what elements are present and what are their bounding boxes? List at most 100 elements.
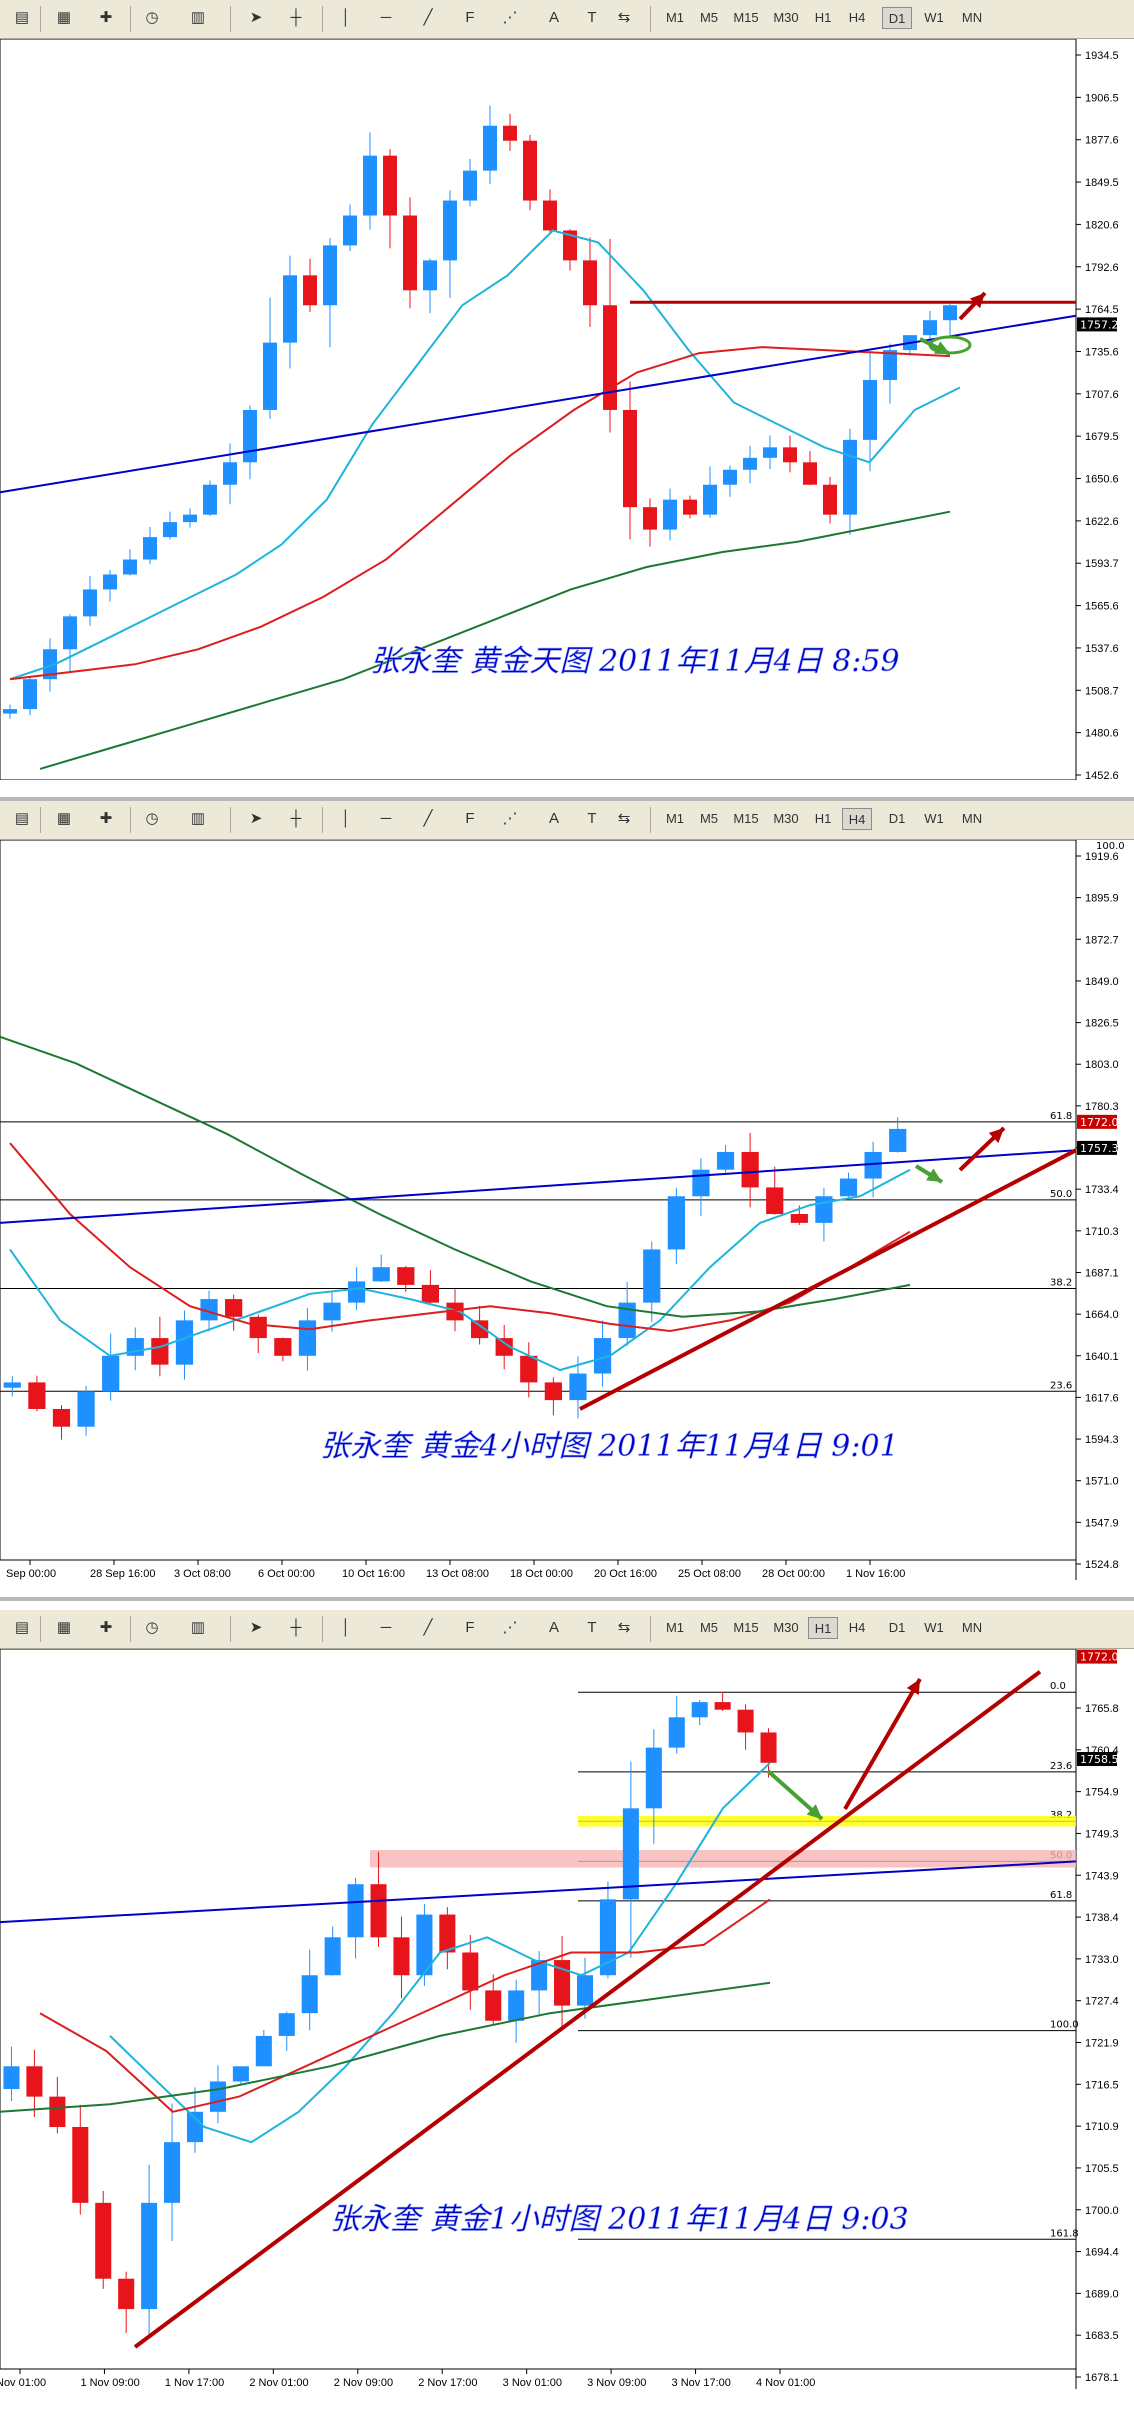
y-tick-label: 1803.0 bbox=[1085, 1059, 1119, 1071]
horizontal-line-icon[interactable]: ─ bbox=[380, 810, 392, 827]
profiles-icon[interactable]: ▦ bbox=[56, 810, 72, 827]
trendline-red bbox=[579, 1148, 1077, 1411]
timeframe-h4-button[interactable]: H4 bbox=[842, 808, 872, 830]
timeframe-w1-button[interactable]: W1 bbox=[924, 811, 944, 826]
panel-divider[interactable] bbox=[0, 797, 1134, 801]
timeframe-m30-button[interactable]: M30 bbox=[773, 1620, 799, 1635]
chart-annotation: 张永奎 黄金1小时图 2011年11月4日 9:03 bbox=[330, 2202, 909, 2237]
label-icon[interactable]: T bbox=[587, 1619, 597, 1636]
text-icon[interactable]: A bbox=[548, 1619, 559, 1636]
clock-icon[interactable]: ◷ bbox=[145, 810, 159, 827]
clock-icon[interactable]: ◷ bbox=[145, 1619, 159, 1636]
timeframe-m30-button[interactable]: M30 bbox=[773, 811, 799, 826]
timeframe-h4-button[interactable]: H4 bbox=[848, 10, 866, 25]
x-tick-label: 13 Oct 08:00 bbox=[426, 1568, 489, 1580]
fibonacci-icon[interactable]: F bbox=[465, 810, 475, 827]
chart-canvas-h4[interactable]: 1919.6 1895.9 1872.7 1849.0 1826.5 1803.0 1780… bbox=[0, 840, 1134, 1597]
timeframe-m1-button[interactable]: M1 bbox=[665, 10, 685, 25]
label-icon[interactable]: T bbox=[587, 810, 597, 827]
add-indicator-icon[interactable]: ✚ bbox=[99, 810, 113, 827]
candle-body bbox=[223, 462, 237, 485]
add-indicator-icon[interactable]: ✚ bbox=[99, 9, 113, 26]
timeframe-m15-button[interactable]: M15 bbox=[733, 1620, 759, 1635]
text-icon[interactable]: A bbox=[548, 810, 559, 827]
cursor-icon[interactable]: ➤ bbox=[249, 810, 263, 827]
timeframe-h1-button[interactable]: H1 bbox=[814, 10, 832, 25]
timeframe-m5-button[interactable]: M5 bbox=[699, 1620, 719, 1635]
chart-daily[interactable]: 1934.5 1906.5 1877.6 1849.5 1820.6 1792.6 1764… bbox=[0, 39, 1134, 780]
fib-level-label: 38.2 bbox=[1050, 1277, 1072, 1288]
timeframe-mn-button[interactable]: MN bbox=[961, 811, 983, 826]
clock-icon[interactable]: ◷ bbox=[145, 9, 159, 26]
candle-body bbox=[883, 350, 897, 381]
new-chart-icon[interactable]: ▤ bbox=[14, 1619, 30, 1636]
fib-level-label: 38.2 bbox=[1050, 1810, 1072, 1821]
timeframe-h1-button[interactable]: H1 bbox=[808, 1617, 838, 1639]
chart-h1[interactable]: 1765.8 1760.4 1754.9 1749.3 1743.9 1738.4 1733… bbox=[0, 1649, 1134, 2409]
timeframe-d1-button[interactable]: D1 bbox=[882, 7, 912, 29]
timeframe-m30-button[interactable]: M30 bbox=[773, 10, 799, 25]
timeframe-mn-button[interactable]: MN bbox=[961, 1620, 983, 1635]
profiles-icon[interactable]: ▦ bbox=[56, 1619, 72, 1636]
fan-icon[interactable]: ⋰ bbox=[502, 810, 518, 827]
timeframe-m5-button[interactable]: M5 bbox=[699, 10, 719, 25]
panel-divider[interactable] bbox=[0, 1597, 1134, 1601]
add-indicator-icon[interactable]: ✚ bbox=[99, 1619, 113, 1636]
arrow-icon[interactable]: ⇆ bbox=[617, 1619, 631, 1636]
label-icon[interactable]: T bbox=[587, 9, 597, 26]
timeframe-w1-button[interactable]: W1 bbox=[924, 10, 944, 25]
crosshair-icon[interactable]: ┼ bbox=[290, 9, 302, 26]
templates-icon[interactable]: ▥ bbox=[190, 1619, 206, 1636]
candle-body bbox=[298, 1320, 317, 1356]
y-tick-label: 1622.6 bbox=[1085, 516, 1119, 528]
fan-icon[interactable]: ⋰ bbox=[502, 1619, 518, 1636]
horizontal-line-icon[interactable]: ─ bbox=[380, 1619, 392, 1636]
fibonacci-icon[interactable]: F bbox=[465, 9, 475, 26]
timeframe-m15-button[interactable]: M15 bbox=[733, 10, 759, 25]
timeframe-m1-button[interactable]: M1 bbox=[665, 811, 685, 826]
timeframe-m5-button[interactable]: M5 bbox=[699, 811, 719, 826]
vertical-line-icon[interactable]: │ bbox=[341, 9, 351, 26]
y-tick-label: 1617.6 bbox=[1085, 1392, 1119, 1404]
candle-body bbox=[363, 155, 377, 216]
templates-icon[interactable]: ▥ bbox=[190, 810, 206, 827]
timeframe-mn-button[interactable]: MN bbox=[961, 10, 983, 25]
highlight-ellipse bbox=[928, 335, 972, 355]
timeframe-m1-button[interactable]: M1 bbox=[665, 1620, 685, 1635]
vertical-line-icon[interactable]: │ bbox=[341, 810, 351, 827]
profiles-icon[interactable]: ▦ bbox=[56, 9, 72, 26]
timeframe-m15-button[interactable]: M15 bbox=[733, 811, 759, 826]
templates-icon[interactable]: ▥ bbox=[190, 9, 206, 26]
timeframe-d1-button[interactable]: D1 bbox=[888, 1620, 906, 1635]
vertical-line-icon[interactable]: │ bbox=[341, 1619, 351, 1636]
price-marker-label: 1757.2 bbox=[1080, 318, 1119, 331]
text-icon[interactable]: A bbox=[548, 9, 559, 26]
fibonacci-icon[interactable]: F bbox=[465, 1619, 475, 1636]
new-chart-icon[interactable]: ▤ bbox=[14, 9, 30, 26]
timeframe-w1-button[interactable]: W1 bbox=[924, 1620, 944, 1635]
crosshair-icon[interactable]: ┼ bbox=[290, 1619, 302, 1636]
fan-icon[interactable]: ⋰ bbox=[502, 9, 518, 26]
x-tick-label: 3 Oct 08:00 bbox=[174, 1568, 231, 1580]
timeframe-d1-button[interactable]: D1 bbox=[888, 811, 906, 826]
cursor-icon[interactable]: ➤ bbox=[249, 9, 263, 26]
trendline-icon[interactable]: ╱ bbox=[423, 1619, 433, 1636]
horizontal-line-icon[interactable]: ─ bbox=[380, 9, 392, 26]
trendline-icon[interactable]: ╱ bbox=[423, 9, 433, 26]
y-tick-label: 1694.4 bbox=[1085, 2247, 1119, 2259]
crosshair-icon[interactable]: ┼ bbox=[290, 810, 302, 827]
arrow-icon[interactable]: ⇆ bbox=[617, 9, 631, 26]
timeframe-h4-button[interactable]: H4 bbox=[848, 1620, 866, 1635]
candle-body bbox=[383, 155, 397, 216]
chart-canvas-daily[interactable]: 1934.5 1906.5 1877.6 1849.5 1820.6 1792.6 1764… bbox=[0, 39, 1134, 780]
cursor-icon[interactable]: ➤ bbox=[249, 1619, 263, 1636]
y-tick-label: 1707.6 bbox=[1085, 389, 1119, 401]
new-chart-icon[interactable]: ▤ bbox=[14, 810, 30, 827]
timeframe-h1-button[interactable]: H1 bbox=[814, 811, 832, 826]
chart-h4[interactable]: 1919.6 1895.9 1872.7 1849.0 1826.5 1803.0 1780… bbox=[0, 840, 1134, 1597]
price-marker-box bbox=[1077, 1140, 1117, 1155]
candle-body bbox=[544, 1382, 562, 1401]
arrow-icon[interactable]: ⇆ bbox=[617, 810, 631, 827]
trendline-icon[interactable]: ╱ bbox=[423, 810, 433, 827]
chart-canvas-h1[interactable]: 1765.81760.41754.91749.31743.91738.41733… bbox=[0, 1649, 1134, 2409]
